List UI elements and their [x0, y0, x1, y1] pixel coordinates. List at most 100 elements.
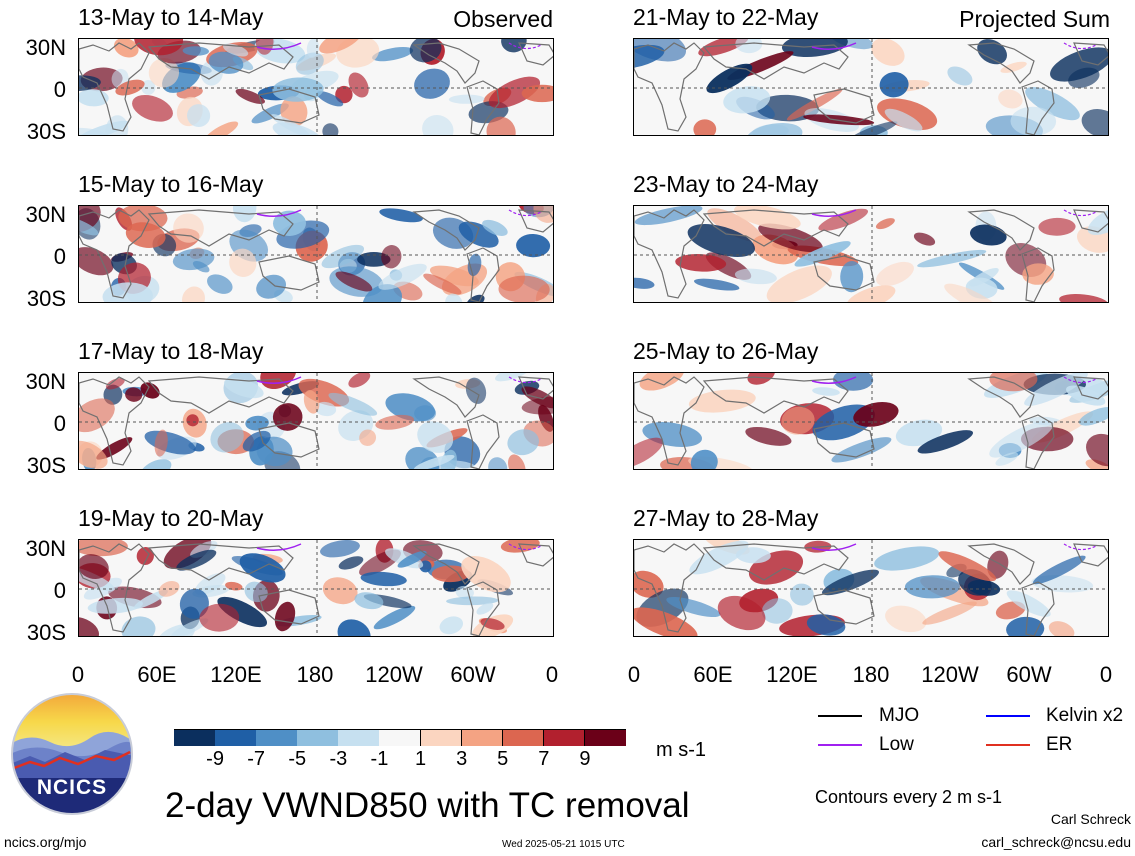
anomaly-blob	[634, 277, 655, 289]
anomaly-blob	[735, 547, 771, 564]
anomaly-blob	[134, 39, 184, 56]
anomaly-blob	[634, 39, 687, 62]
anomaly-blob	[781, 39, 848, 58]
anomaly-blob	[223, 377, 264, 399]
colorbar	[174, 729, 626, 746]
footer-link[interactable]: ncics.org/mjo	[4, 834, 87, 850]
anomaly-blob	[320, 540, 360, 558]
anomaly-blob	[114, 39, 139, 58]
anomaly-blob	[639, 373, 684, 391]
anomaly-blob	[125, 387, 143, 402]
lat-label: 30S	[26, 453, 66, 478]
anomaly-blob	[182, 286, 205, 302]
anomaly-blob	[989, 420, 1054, 458]
low-contour	[256, 543, 302, 551]
anomaly-blob	[693, 278, 740, 291]
lat-label: 30S	[26, 119, 66, 144]
anomaly-blob	[187, 104, 211, 128]
anomaly-blob	[1085, 459, 1108, 469]
anomaly-blob	[1087, 206, 1108, 236]
anomaly-blob	[232, 206, 257, 223]
anomaly-blob	[521, 84, 553, 103]
anomaly-blob	[359, 429, 377, 446]
footer-email[interactable]: carl_schreck@ncsu.edu	[981, 834, 1131, 850]
anomaly-blob	[853, 401, 899, 427]
anomaly-blob	[812, 387, 840, 396]
lon-label: 120E	[766, 662, 818, 687]
colorbar-cell	[420, 730, 463, 746]
coastline	[1073, 376, 1108, 400]
anomaly-blob	[1050, 47, 1108, 82]
anomaly-blob	[148, 57, 180, 88]
anomaly-blob	[895, 419, 943, 447]
anomaly-blob	[688, 389, 756, 413]
legend-swatch-kelvin	[986, 715, 1030, 717]
anomaly-blob	[439, 616, 464, 635]
anomaly-blob	[140, 459, 172, 469]
lon-label: 0	[545, 662, 559, 687]
low-contour	[1063, 376, 1097, 384]
anomaly-blob	[1048, 621, 1075, 636]
legend-label: ER	[1046, 734, 1073, 755]
low-contour	[811, 209, 857, 217]
lon-label: 0	[71, 662, 85, 687]
anomaly-blob	[476, 602, 494, 615]
anomaly-blob	[235, 88, 265, 104]
legend-label: MJO	[879, 705, 920, 726]
lon-label: 120W	[365, 662, 423, 687]
anomaly-blob	[423, 273, 462, 295]
lat-label: 30N	[25, 369, 66, 394]
coastline	[147, 42, 294, 80]
lat-label: 30S	[26, 620, 66, 645]
anomaly-blob	[875, 218, 895, 230]
anomaly-blob	[734, 268, 777, 285]
anomaly-blob	[409, 39, 442, 63]
anomaly-blob	[987, 550, 1009, 579]
anomaly-blob	[303, 390, 320, 414]
anomaly-blob	[521, 396, 553, 415]
anomaly-blob	[871, 39, 905, 66]
low-contour	[1063, 209, 1097, 217]
lon-label: 60W	[1006, 662, 1052, 687]
anomaly-blob	[245, 415, 269, 431]
anomaly-blob	[446, 596, 499, 606]
panel-title: 17-May to 18-May	[78, 338, 264, 364]
anomaly-blob	[417, 421, 454, 453]
contours-note: Contours every 2 m s-1	[815, 787, 1003, 807]
anomaly-blob	[413, 454, 455, 469]
ncics-logo: NCICS	[10, 692, 134, 816]
observed-map-panel	[78, 372, 554, 470]
anomaly-blob	[373, 605, 416, 630]
anomaly-blob	[102, 282, 153, 302]
anomaly-blob	[465, 377, 487, 404]
anomaly-blob	[274, 601, 296, 632]
colorbar-units: m s-1	[656, 739, 706, 761]
coastline	[258, 255, 320, 291]
coastline	[634, 209, 705, 299]
lon-label: 120W	[921, 662, 979, 687]
anomaly-blob	[879, 72, 909, 98]
anomaly-blob	[947, 66, 973, 86]
anomaly-blob	[806, 614, 846, 636]
colorbar-tick-label: 1	[414, 748, 427, 770]
lon-label: 180	[296, 662, 334, 687]
coastline	[518, 42, 553, 66]
anomaly-blob	[182, 46, 209, 56]
anomaly-blob	[689, 540, 749, 575]
anomaly-blob	[507, 429, 539, 456]
observed-map-panel	[78, 38, 554, 136]
low-contour	[508, 543, 542, 551]
anomaly-blob	[1038, 217, 1076, 236]
anomaly-blob	[362, 284, 403, 302]
anomaly-blob	[1078, 407, 1108, 426]
anomaly-blob	[969, 267, 999, 287]
colorbar-tick-label: 7	[538, 748, 550, 770]
anomaly-blob	[154, 429, 168, 457]
anomaly-blob	[445, 293, 463, 302]
anomaly-blob	[874, 546, 940, 571]
anomaly-blob	[634, 206, 703, 226]
anomaly-blob	[1059, 293, 1108, 302]
anomaly-blob	[244, 581, 268, 603]
anomaly-blob	[998, 89, 1023, 109]
lat-label: 30S	[26, 286, 66, 311]
